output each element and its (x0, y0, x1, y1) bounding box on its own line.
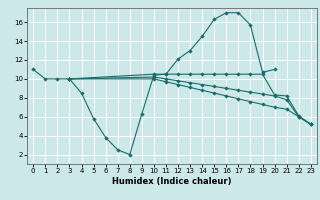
X-axis label: Humidex (Indice chaleur): Humidex (Indice chaleur) (112, 177, 232, 186)
